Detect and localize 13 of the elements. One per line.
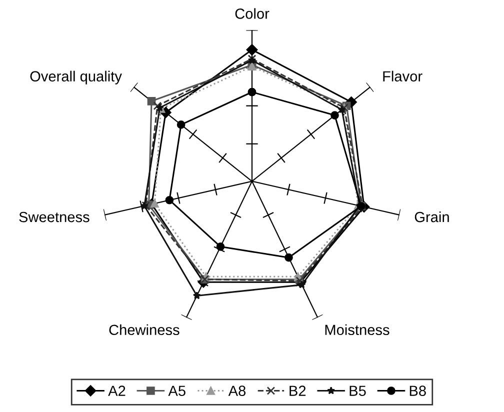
legend-label: B2 xyxy=(290,386,306,396)
spoke-label: Overall quality xyxy=(30,70,122,84)
legend-label: A5 xyxy=(168,386,186,396)
spoke-label: Chewiness xyxy=(109,324,180,336)
spoke-label: Moistness xyxy=(325,324,390,336)
legend-label: A8 xyxy=(228,386,246,396)
legend-label: A2 xyxy=(108,386,126,396)
spoke-label: Flavor xyxy=(383,70,422,82)
legend-label: B5 xyxy=(350,386,366,396)
spoke-label: Grain xyxy=(414,211,449,222)
spoke-label: Sweetness xyxy=(19,212,90,222)
legend-label: B8 xyxy=(410,386,426,396)
spoke-label: Color xyxy=(235,8,270,19)
